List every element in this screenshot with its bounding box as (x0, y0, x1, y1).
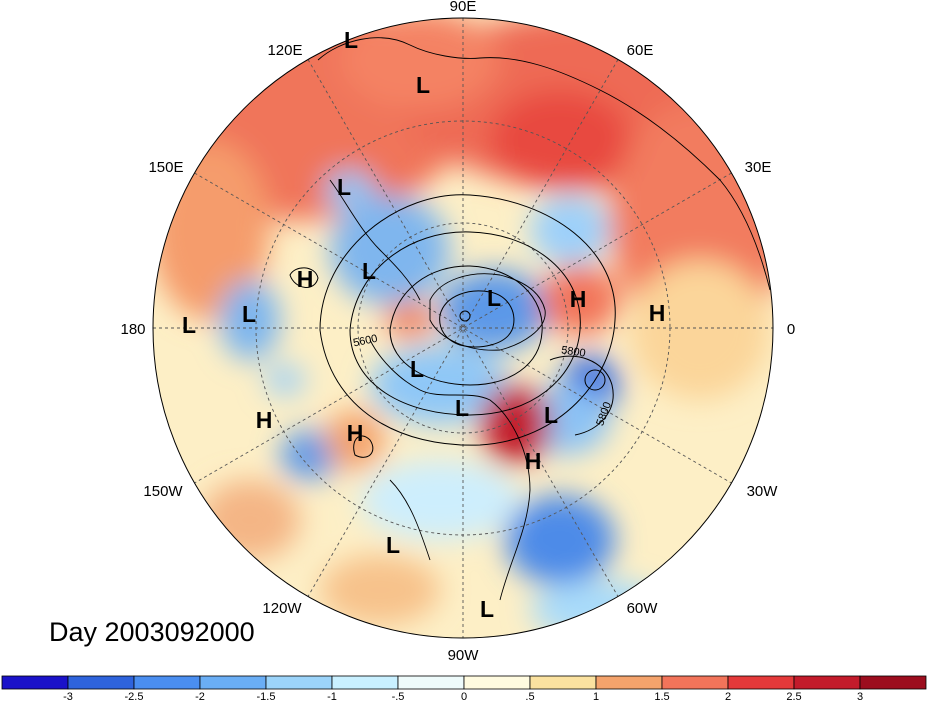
lon-label-120e: 120E (267, 42, 302, 59)
pressure-system-marker: L (410, 356, 424, 382)
pressure-system-marker: L (416, 72, 430, 98)
colorbar-cell (67, 675, 135, 690)
colorbar-cell (265, 675, 333, 690)
colorbar-cell (1, 675, 69, 690)
globe-border (152, 17, 774, 639)
pressure-system-marker: L (182, 312, 196, 338)
pressure-system-marker: L (362, 258, 376, 284)
colorbar-tick-label: 1 (593, 691, 599, 702)
coastlines (317, 37, 771, 601)
colorbar-cell (133, 675, 201, 690)
colorbar-cell (529, 675, 597, 690)
colorbar-tick-label: -2.5 (125, 691, 144, 702)
pressure-system-marker: H (525, 448, 542, 474)
colorbar-tick-label: -2 (195, 691, 205, 702)
contour-label: 5800 (560, 344, 586, 359)
graticule (153, 18, 773, 638)
lon-label-60w: 60W (627, 600, 659, 617)
pressure-system-marker: H (649, 300, 666, 326)
lon-label-90w: 90W (448, 647, 480, 664)
colorbar-tick-label: 1.5 (654, 691, 669, 702)
pressure-system-marker: L (544, 402, 558, 428)
colorbar: -3 -2.5 -2 -1.5 -1 -.5 0 .5 1 1.5 2 2.5 3 (1, 675, 927, 702)
pressure-system-marker: H (297, 266, 314, 292)
pressure-system-marker: H (570, 286, 587, 312)
colorbar-tick-label: .5 (525, 691, 534, 702)
pressure-systems: L L L L H L L H H L L L H L H H L L (182, 27, 665, 622)
pressure-system-marker: L (242, 301, 256, 327)
colorbar-tick-label: -.5 (392, 691, 405, 702)
colorbar-cell (331, 675, 399, 690)
anomaly-field (153, 18, 773, 638)
date-caption: Day 2003092000 (49, 617, 255, 647)
colorbar-tick-label: 2.5 (786, 691, 801, 702)
colorbar-ticks: -3 -2.5 -2 -1.5 -1 -.5 0 .5 1 1.5 2 2.5 3 (63, 691, 863, 702)
pressure-system-marker: H (347, 420, 364, 446)
colorbar-tick-label: -1.5 (257, 691, 276, 702)
colorbar-cell (793, 675, 861, 690)
longitude-labels: 90E 120E 60E 150E 30E 180 0 150W 30W 120… (120, 0, 795, 664)
colorbar-tick-label: -1 (327, 691, 337, 702)
colorbar-tick-label: 0 (461, 691, 467, 702)
lon-label-120w: 120W (262, 600, 302, 617)
geopotential-contours (289, 194, 616, 458)
colorbar-cell (463, 675, 531, 690)
lon-label-60e: 60E (627, 42, 654, 59)
colorbar-cell (859, 675, 927, 690)
lon-label-0: 0 (787, 321, 795, 338)
lon-label-150w: 150W (143, 483, 183, 500)
pressure-system-marker: L (344, 27, 358, 53)
lon-label-30e: 30E (745, 159, 772, 176)
colorbar-cell (595, 675, 663, 690)
pressure-system-marker: L (386, 532, 400, 558)
colorbar-cells (1, 675, 927, 690)
pressure-system-marker: H (256, 407, 273, 433)
colorbar-cell (397, 675, 465, 690)
colorbar-cell (199, 675, 267, 690)
pressure-system-marker: L (337, 174, 351, 200)
pressure-system-marker: L (480, 596, 494, 622)
lon-label-180: 180 (120, 321, 145, 338)
pressure-system-marker: L (487, 285, 501, 311)
lon-label-90e: 90E (450, 0, 477, 15)
colorbar-tick-label: -3 (63, 691, 73, 702)
colorbar-tick-label: 3 (857, 691, 863, 702)
lon-label-30w: 30W (747, 483, 779, 500)
colorbar-cell (727, 675, 795, 690)
colorbar-tick-label: 2 (725, 691, 731, 702)
colorbar-cell (661, 675, 729, 690)
pressure-system-marker: L (455, 395, 469, 421)
contour-label: 5600 (352, 333, 378, 350)
lon-label-150e: 150E (148, 159, 183, 176)
